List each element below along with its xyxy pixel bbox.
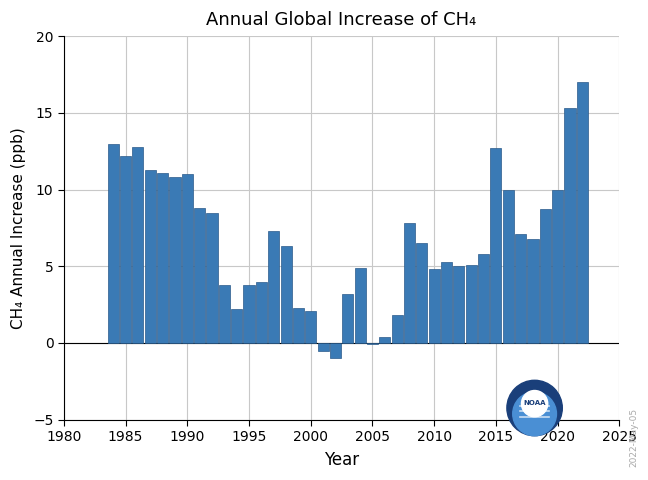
Y-axis label: CH₄ Annual Increase (ppb): CH₄ Annual Increase (ppb): [11, 127, 26, 329]
Bar: [219, 285, 230, 343]
Bar: [194, 208, 205, 343]
Bar: [293, 308, 304, 343]
Text: 2022-May-05: 2022-May-05: [629, 408, 638, 467]
Bar: [157, 173, 168, 343]
Circle shape: [522, 391, 548, 417]
Bar: [305, 311, 316, 343]
Bar: [527, 239, 538, 343]
Bar: [515, 234, 526, 343]
Bar: [416, 243, 428, 343]
Bar: [503, 190, 514, 343]
Bar: [354, 268, 365, 343]
Bar: [132, 146, 143, 343]
Bar: [379, 337, 390, 343]
Bar: [169, 177, 181, 343]
Bar: [108, 144, 119, 343]
Text: NOAA: NOAA: [524, 400, 546, 406]
Circle shape: [513, 392, 557, 436]
Bar: [577, 82, 588, 343]
Bar: [478, 254, 489, 343]
Bar: [342, 294, 353, 343]
Title: Annual Global Increase of CH₄: Annual Global Increase of CH₄: [207, 11, 477, 29]
Bar: [268, 231, 279, 343]
Bar: [540, 209, 551, 343]
Bar: [454, 266, 465, 343]
Bar: [491, 148, 502, 343]
Bar: [404, 223, 415, 343]
Bar: [330, 343, 341, 358]
Bar: [181, 174, 193, 343]
Bar: [367, 343, 378, 344]
Bar: [429, 269, 440, 343]
Bar: [256, 282, 267, 343]
Bar: [391, 315, 402, 343]
Bar: [207, 213, 218, 343]
Bar: [466, 264, 477, 343]
Circle shape: [507, 380, 562, 436]
Bar: [244, 285, 255, 343]
Bar: [281, 246, 292, 343]
Bar: [318, 343, 329, 350]
Bar: [145, 169, 156, 343]
Bar: [441, 262, 452, 343]
Bar: [552, 190, 563, 343]
X-axis label: Year: Year: [324, 451, 359, 469]
Bar: [231, 309, 242, 343]
Bar: [120, 156, 131, 343]
Bar: [564, 108, 575, 343]
